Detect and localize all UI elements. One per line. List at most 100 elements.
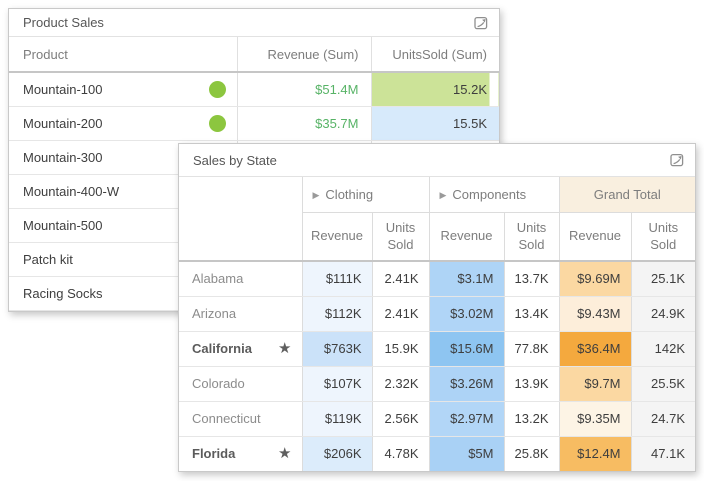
value-cell[interactable]: $119K [302,401,372,436]
column-header-product[interactable]: Product [9,37,237,72]
value-cell[interactable]: 25.5K [631,366,695,401]
value-cell[interactable]: $9.69M [559,261,631,296]
units-cell[interactable]: 15.5K [371,106,499,140]
value-cell[interactable]: 24.9K [631,296,695,331]
table-row: Mountain-200 $35.7M 15.5K [9,106,499,140]
header-row: Product Revenue (Sum) UnitsSold (Sum) [9,37,499,72]
state-cell[interactable]: Connecticut [179,401,302,436]
value-cell[interactable]: 142K [631,331,695,366]
state-cell[interactable]: California ★ [179,331,302,366]
product-label: Mountain-500 [23,218,103,233]
sales-by-state-titlebar: Sales by State [179,144,695,177]
product-cell[interactable]: Mountain-100 [9,72,237,106]
value-cell[interactable]: 13.9K [504,366,559,401]
value-cell[interactable]: 2.41K [372,296,429,331]
expand-arrow-icon[interactable]: ▶ [440,190,447,200]
table-row: Mountain-100 $51.4M 15.2K [9,72,499,106]
product-label: Mountain-300 [23,150,103,165]
expand-arrow-icon[interactable]: ▶ [313,190,320,200]
column-header-unitssold[interactable]: UnitsSold (Sum) [371,37,499,72]
value-cell[interactable]: $763K [302,331,372,366]
state-label: Colorado [192,376,245,391]
maximize-icon[interactable] [472,14,490,32]
state-label: Florida [192,446,235,461]
star-icon: ★ [278,341,291,356]
maximize-icon[interactable] [668,151,686,169]
value-cell[interactable]: $107K [302,366,372,401]
table-row: Alabama $111K 2.41K $3.1M 13.7K $9.69M 2… [179,261,695,296]
subcolumn-header-units-sold[interactable]: Units Sold [372,212,429,261]
value-cell[interactable]: $9.35M [559,401,631,436]
value-cell[interactable]: $12.4M [559,436,631,471]
tile-title: Sales by State [193,153,277,168]
product-label: Mountain-400-W [23,184,119,199]
table-row: Florida ★ $206K 4.78K $5M 25.8K $12.4M 47… [179,436,695,471]
column-header-revenue[interactable]: Revenue (Sum) [237,37,371,72]
group-header-components[interactable]: ▶ Components [429,177,559,212]
value-cell[interactable]: $3.26M [429,366,504,401]
state-cell[interactable]: Alabama [179,261,302,296]
table-row: Connecticut $119K 2.56K $2.97M 13.2K $9.… [179,401,695,436]
value-cell[interactable]: $111K [302,261,372,296]
table-row: California ★ $763K 15.9K $15.6M 77.8K $36… [179,331,695,366]
group-header-clothing[interactable]: ▶ Clothing [302,177,429,212]
revenue-cell[interactable]: $35.7M [237,106,371,140]
sales-by-state-pivot-grid: ▶ Clothing ▶ Components Grand Total Revenu… [179,177,695,471]
corner-cell [179,177,302,261]
state-cell[interactable]: Florida ★ [179,436,302,471]
value-cell[interactable]: $9.43M [559,296,631,331]
value-cell[interactable]: $9.7M [559,366,631,401]
state-cell[interactable]: Colorado [179,366,302,401]
subcolumn-header-revenue[interactable]: Revenue [302,212,372,261]
value-cell[interactable]: 2.41K [372,261,429,296]
status-indicator-green-icon [209,81,226,98]
value-cell[interactable]: 13.7K [504,261,559,296]
subcolumn-header-units-sold[interactable]: Units Sold [504,212,559,261]
revenue-cell[interactable]: $51.4M [237,72,371,106]
table-row: Arizona $112K 2.41K $3.02M 13.4K $9.43M … [179,296,695,331]
value-cell[interactable]: 47.1K [631,436,695,471]
value-cell[interactable]: 13.2K [504,401,559,436]
group-header-row: ▶ Clothing ▶ Components Grand Total [179,177,695,212]
value-cell[interactable]: 4.78K [372,436,429,471]
value-cell[interactable]: $15.6M [429,331,504,366]
group-label: Components [452,187,526,202]
subcolumn-header-revenue[interactable]: Revenue [429,212,504,261]
state-label: Arizona [192,306,236,321]
value-cell[interactable]: 25.8K [504,436,559,471]
value-cell[interactable]: 13.4K [504,296,559,331]
sales-by-state-tile: Sales by State ▶ Clothing ▶ Components Gra… [178,143,696,472]
maximize-icon-svg [473,15,489,31]
group-label: Clothing [325,187,373,202]
value-cell[interactable]: $5M [429,436,504,471]
value-cell[interactable]: 24.7K [631,401,695,436]
group-header-grand-total: Grand Total [559,177,695,212]
star-icon: ★ [278,446,291,461]
group-label: Grand Total [594,187,661,202]
product-cell[interactable]: Mountain-200 [9,106,237,140]
product-label: Mountain-200 [23,116,103,131]
units-cell[interactable]: 15.2K [371,72,499,106]
product-label: Patch kit [23,252,73,267]
value-cell[interactable]: 77.8K [504,331,559,366]
value-cell[interactable]: $112K [302,296,372,331]
value-cell[interactable]: $3.02M [429,296,504,331]
product-label: Mountain-100 [23,82,103,97]
value-cell[interactable]: 2.32K [372,366,429,401]
product-sales-titlebar: Product Sales [9,9,499,37]
subcolumn-header-units-sold[interactable]: Units Sold [631,212,695,261]
value-cell[interactable]: $36.4M [559,331,631,366]
value-cell[interactable]: 15.9K [372,331,429,366]
maximize-icon-svg [669,152,685,168]
value-cell[interactable]: 2.56K [372,401,429,436]
subcolumn-header-revenue[interactable]: Revenue [559,212,631,261]
value-cell[interactable]: $2.97M [429,401,504,436]
state-label: Alabama [192,271,243,286]
state-label: California [192,341,252,356]
value-cell[interactable]: 25.1K [631,261,695,296]
value-cell[interactable]: $3.1M [429,261,504,296]
state-cell[interactable]: Arizona [179,296,302,331]
value-cell[interactable]: $206K [302,436,372,471]
state-label: Connecticut [192,411,261,426]
product-label: Racing Socks [23,286,102,301]
